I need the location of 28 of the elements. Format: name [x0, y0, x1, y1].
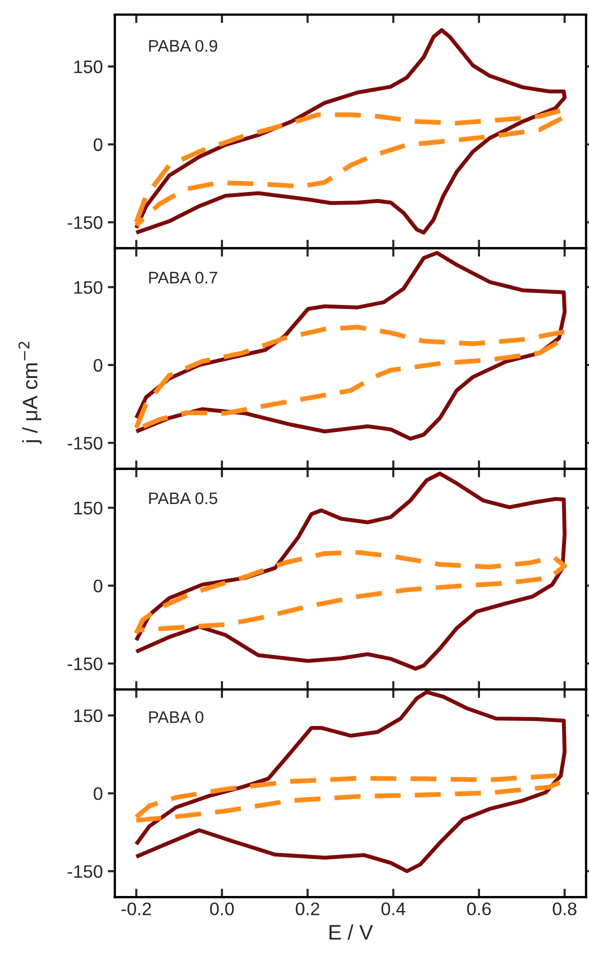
y-tick-label: -150	[68, 865, 102, 878]
x-tick-label: 0.4	[381, 902, 406, 916]
y-tick-label: -150	[68, 657, 102, 670]
x-tick-label: 0.8	[552, 902, 576, 916]
y-tick-label: 150	[74, 709, 102, 722]
y-axis-title: j / μA cm$^{−2}$	[18, 342, 42, 444]
y-tick-label: -150	[68, 436, 102, 450]
y-tick-label: 0	[94, 358, 102, 372]
line-series	[134, 472, 567, 671]
x-tick-label: -0.2	[122, 902, 151, 916]
y-tick-label: 150	[74, 502, 102, 515]
annotation: PABA 0.5	[149, 492, 218, 504]
x-tick-label: 0.0	[210, 902, 234, 916]
y-tick-label: 0	[94, 580, 102, 592]
x-tick-label: 0.6	[467, 902, 491, 916]
y-tick-label: 0	[94, 138, 102, 152]
line-series	[134, 690, 567, 874]
x-axis-title: E / V	[330, 924, 373, 940]
annotation: PABA 0	[149, 711, 204, 724]
annotation: PABA 0.9	[149, 40, 218, 52]
line-series	[134, 28, 567, 235]
y-tick-label: 0	[94, 787, 102, 800]
x-tick-label: 0.2	[296, 902, 320, 916]
y-tick-label: -150	[68, 216, 102, 229]
y-tick-label: 150	[74, 281, 102, 294]
line-series	[134, 550, 567, 636]
annotation: PABA 0.7	[149, 272, 218, 284]
y-tick-label: 150	[74, 60, 102, 74]
